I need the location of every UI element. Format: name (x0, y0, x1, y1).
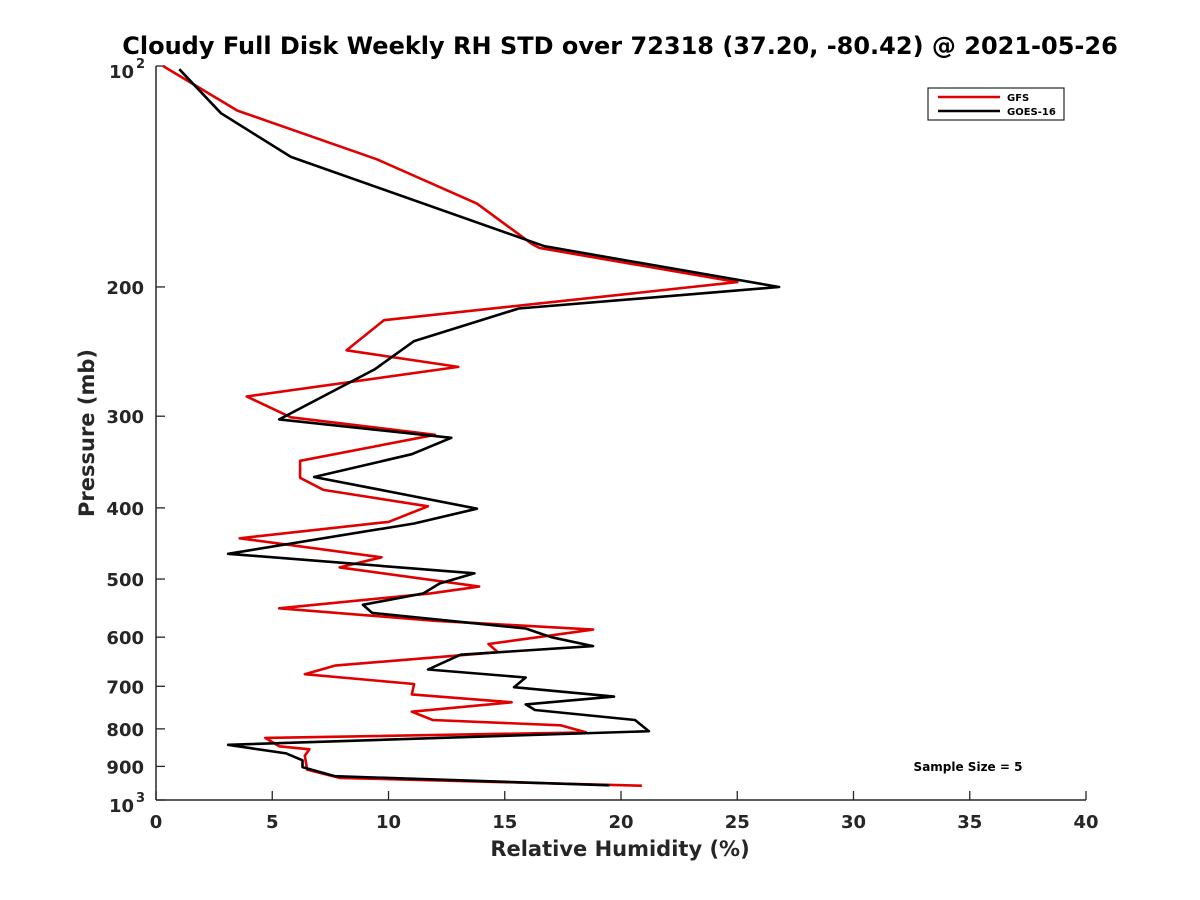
legend: GFS GOES-16 (927, 87, 1065, 121)
y-tick-label-exponent: 3 (136, 791, 145, 806)
legend-label-gfs: GFS (1007, 93, 1029, 104)
y-tick-label: 800 (106, 720, 144, 741)
x-tick-label: 25 (725, 812, 750, 833)
series-line-gfs (162, 64, 739, 787)
y-tick-label: 700 (106, 677, 144, 698)
chart-title: Cloudy Full Disk Weekly RH STD over 7231… (122, 32, 1118, 60)
y-tick-label: 400 (106, 499, 144, 520)
sample-size-annotation: Sample Size = 5 (914, 760, 1023, 774)
y-tick-label: 900 (106, 757, 144, 778)
x-tick-label: 20 (608, 812, 633, 833)
x-tick-label: 5 (266, 812, 279, 833)
y-tick-label: 300 (106, 407, 144, 428)
x-tick-label: 40 (1073, 812, 1098, 833)
y-tick-label: 10 (109, 62, 134, 83)
y-tick-label: 200 (106, 278, 144, 299)
x-tick-label: 30 (841, 812, 866, 833)
x-tick-label: 35 (957, 812, 982, 833)
legend-label-goes-16: GOES-16 (1007, 107, 1056, 118)
x-tick-label: 10 (376, 812, 401, 833)
y-tick-label: 10 (109, 796, 134, 817)
y-tick-label: 600 (106, 628, 144, 649)
legend-box (927, 87, 1065, 121)
y-tick-label-exponent: 2 (136, 57, 145, 72)
x-tick-label: 0 (150, 812, 163, 833)
y-axis-label: Pressure (mb) (75, 349, 99, 517)
y-tick-label: 500 (106, 570, 144, 591)
x-tick-label: 15 (492, 812, 517, 833)
series-line-goes-16 (178, 68, 781, 787)
x-axis-label: Relative Humidity (%) (490, 837, 749, 861)
